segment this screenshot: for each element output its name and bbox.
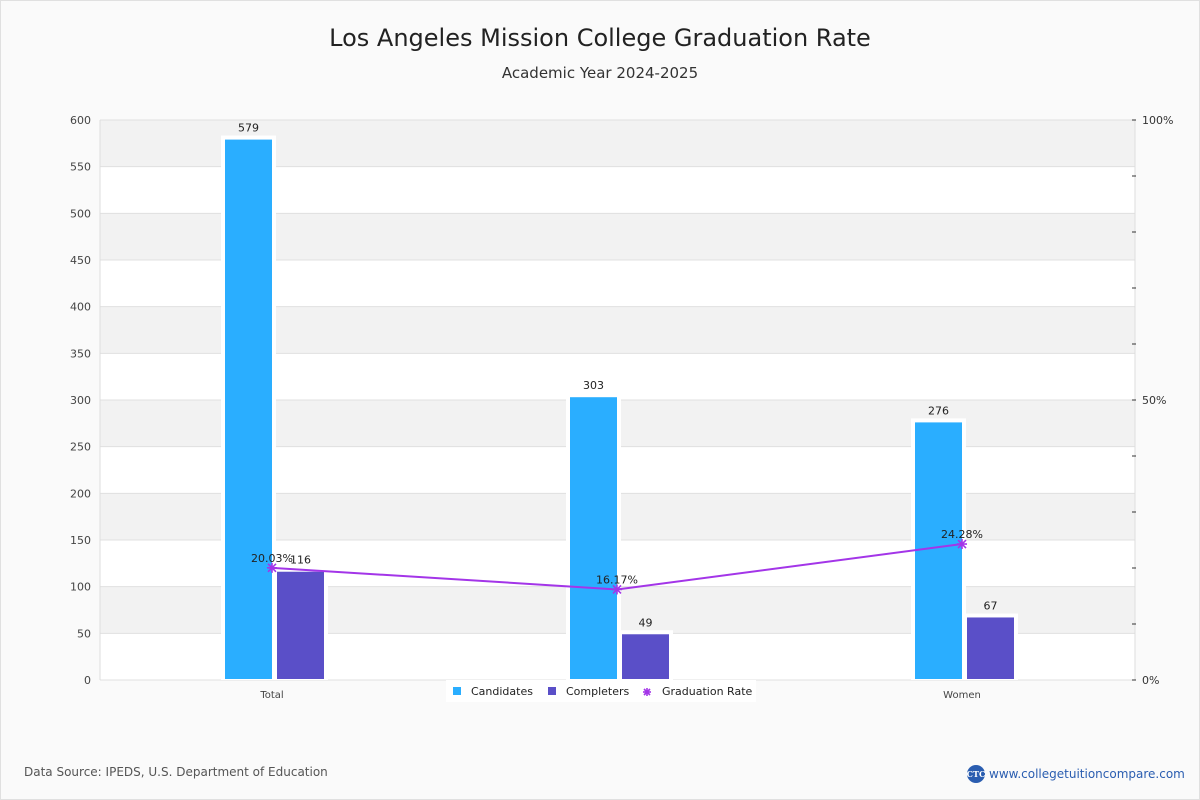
graduation-rate-label: 16.17% <box>596 573 638 586</box>
legend-label-completers: Completers <box>566 685 630 698</box>
chart-subtitle: Academic Year 2024-2025 <box>501 64 699 82</box>
y-tick-label: 100 <box>70 581 91 594</box>
legend-swatch-rate <box>643 688 651 696</box>
candidates-bar <box>225 139 272 680</box>
y-tick-label: 600 <box>70 114 91 127</box>
completers-bar-label: 67 <box>984 599 998 612</box>
y-tick-label: 50 <box>77 627 91 640</box>
candidates-bar <box>915 422 962 679</box>
data-source: Data Source: IPEDS, U.S. Department of E… <box>24 765 328 779</box>
completers-bar <box>622 634 669 679</box>
chart-title: Los Angeles Mission College Graduation R… <box>329 24 871 52</box>
graduation-rate-point <box>957 539 967 550</box>
completers-bar <box>277 571 324 679</box>
candidates-bar <box>570 397 617 679</box>
candidates-bar-label: 303 <box>583 379 604 392</box>
x-tick-label: Women <box>943 690 981 701</box>
y-tick-label: 250 <box>70 441 91 454</box>
completers-bar-label: 116 <box>290 554 311 567</box>
y2-tick-label: 100% <box>1142 114 1173 127</box>
y-tick-label: 150 <box>70 534 91 547</box>
completers-bar-label: 49 <box>639 616 653 629</box>
ctc-logo-icon: CTC <box>967 765 985 783</box>
legend-swatch-candidates <box>453 687 461 695</box>
legend-box <box>446 680 756 702</box>
graduation-rate-point <box>267 562 277 573</box>
graduation-rate-label: 20.03% <box>251 552 293 565</box>
graduation-rate-label: 24.28% <box>941 528 983 541</box>
y-tick-label: 500 <box>70 207 91 220</box>
y2-tick-label: 0% <box>1142 674 1159 687</box>
y-tick-label: 300 <box>70 394 91 407</box>
y2-tick-label: 50% <box>1142 394 1166 407</box>
site-url: www.collegetuitioncompare.com <box>989 767 1185 781</box>
legend-swatch-completers <box>548 687 556 695</box>
x-tick-label: Total <box>259 690 283 701</box>
legend-label-rate: Graduation Rate <box>662 685 753 698</box>
y-tick-label: 350 <box>70 347 91 360</box>
y-tick-label: 400 <box>70 301 91 314</box>
y-tick-label: 0 <box>84 674 91 687</box>
y-tick-label: 200 <box>70 487 91 500</box>
candidates-bar-label: 579 <box>238 122 259 135</box>
legend-label-candidates: Candidates <box>471 685 533 698</box>
y-tick-label: 550 <box>70 161 91 174</box>
y-tick-label: 450 <box>70 254 91 267</box>
graduation-rate-point <box>612 584 622 595</box>
completers-bar <box>967 617 1014 679</box>
site-link[interactable]: CTC www.collegetuitioncompare.com <box>967 765 1185 783</box>
candidates-bar-label: 276 <box>928 404 949 417</box>
